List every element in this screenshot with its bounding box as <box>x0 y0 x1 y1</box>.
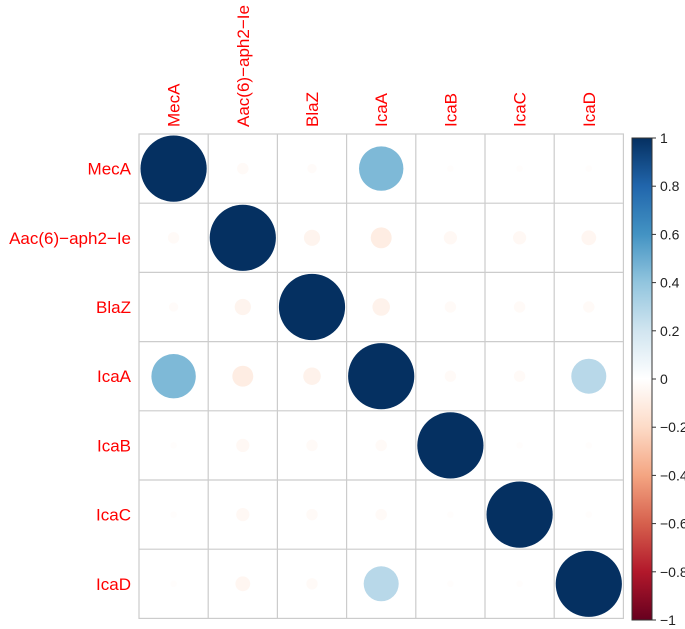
column-label: MecA <box>165 83 184 127</box>
corr-circle <box>306 439 318 452</box>
column-label: IcaD <box>580 92 599 127</box>
column-label: IcaB <box>441 93 460 127</box>
corr-circle <box>232 365 254 387</box>
corr-circle <box>170 580 177 588</box>
row-label: MecA <box>88 160 132 179</box>
corr-circle <box>585 511 593 518</box>
corr-circle <box>583 301 595 313</box>
colorbar-tick-label: −0.6 <box>660 516 685 532</box>
corr-circle <box>571 358 607 394</box>
row-label: IcaC <box>96 506 131 525</box>
row-label: IcaB <box>97 436 131 455</box>
corr-circle <box>370 227 392 249</box>
colorbar-tick-label: −0.4 <box>660 467 685 483</box>
row-label: Aac(6)−aph2−Ie <box>9 229 131 248</box>
colorbar-tick-label: 0.8 <box>660 178 680 194</box>
variable-labels: MecA Aac(6)−aph2−Ie BlaZ IcaA IcaB IcaC IcaD Me… <box>9 5 599 594</box>
corr-circle <box>170 442 177 449</box>
corr-circle <box>306 508 318 521</box>
corr-circle <box>209 204 276 271</box>
colorbar-tick-label: 0.4 <box>660 275 680 291</box>
corr-circle <box>306 578 318 590</box>
corr-circle <box>513 370 526 382</box>
corr-circle <box>278 273 346 341</box>
corr-circle <box>581 230 597 246</box>
grid <box>138 133 624 619</box>
corr-circle <box>236 438 250 453</box>
row-label: IcaA <box>97 367 132 386</box>
corr-circle <box>303 229 321 246</box>
corr-circle <box>140 135 207 202</box>
colorbar-tick-label: 1 <box>660 130 668 146</box>
corr-circle <box>447 580 454 588</box>
corr-circle <box>307 163 317 174</box>
colorbar-tick-label: 0.6 <box>660 226 680 242</box>
grid-border <box>138 133 624 619</box>
corr-circle <box>444 301 457 313</box>
corr-circle <box>235 576 251 592</box>
colorbar-tick-label: 0 <box>660 371 668 387</box>
column-label: BlaZ <box>303 92 322 127</box>
corr-circle <box>237 162 249 175</box>
corr-circle <box>236 507 250 522</box>
corr-circle <box>512 231 527 245</box>
colorbar-gradient <box>631 137 653 621</box>
corr-circle <box>516 580 523 588</box>
corr-circle <box>447 165 454 172</box>
column-label: IcaA <box>372 92 391 127</box>
colorbar-tick-label: −0.8 <box>660 564 685 580</box>
corr-circle <box>443 231 458 245</box>
colorbar-tick-label: −0.2 <box>660 419 685 435</box>
corr-circle <box>303 367 321 385</box>
corr-circle <box>486 481 553 548</box>
column-label: IcaC <box>511 92 530 127</box>
corr-circle <box>585 442 593 449</box>
corr-circle <box>375 439 387 452</box>
corr-circle <box>234 298 251 316</box>
correlation-circles <box>140 135 622 617</box>
corr-circle <box>585 165 593 172</box>
corr-circle <box>513 301 526 313</box>
corr-circle <box>167 232 180 244</box>
corr-circle <box>516 165 523 172</box>
corr-circle <box>372 298 390 316</box>
row-label: IcaD <box>96 575 131 594</box>
colorbar: 1 0.8 0.6 0.4 0.2 0 −0.2 −0.4 −0.6 −0.8 −1 <box>631 130 685 628</box>
corr-circle <box>447 511 454 518</box>
corr-circle <box>359 146 404 191</box>
row-label: BlaZ <box>96 298 131 317</box>
corr-circle <box>363 566 399 602</box>
corr-circle <box>170 511 177 518</box>
corr-circle <box>444 370 457 382</box>
colorbar-tick-label: −1 <box>660 612 676 628</box>
corr-circle <box>555 550 622 617</box>
corr-circle <box>348 343 415 410</box>
corr-circle <box>168 302 179 312</box>
column-label: Aac(6)−aph2−Ie <box>234 5 253 127</box>
corr-circle <box>516 442 523 449</box>
colorbar-tick-label: 0.2 <box>660 323 680 339</box>
corr-circle <box>375 508 387 521</box>
corr-circle <box>417 412 484 479</box>
corr-circle <box>151 354 196 399</box>
